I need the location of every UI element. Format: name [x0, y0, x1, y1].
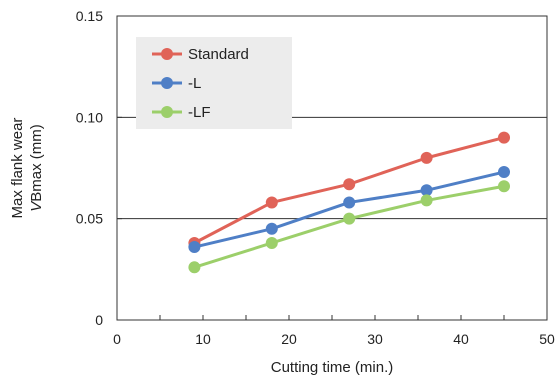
legend: Standard -L -LF: [136, 37, 292, 129]
data-point-0-4: [498, 131, 510, 144]
data-point-2-3: [420, 194, 433, 207]
y-axis-title: Max flank wear VBmax (mm): [9, 118, 45, 219]
data-point-1-1: [265, 222, 278, 235]
data-point-1-2: [343, 196, 356, 209]
data-point-0-2: [343, 178, 356, 191]
x-tick-label: 20: [281, 331, 297, 347]
x-axis-title: Cutting time (min.): [271, 359, 394, 376]
legend-swatch-marker-1: [161, 77, 173, 89]
data-point-2-4: [498, 180, 510, 193]
y-axis-title-line1: Max flank wear: [9, 118, 26, 219]
legend-swatch-marker-2: [161, 106, 173, 118]
data-point-1-4: [498, 166, 510, 179]
data-point-2-0: [188, 261, 201, 274]
legend-label-1: -L: [188, 75, 201, 92]
legend-label-0: Standard: [188, 46, 249, 63]
ticks: 0 0.05 0.10 0.15 0 10 20 30 40 50: [76, 8, 555, 347]
data-point-2-2: [343, 212, 356, 225]
series-line-0: [193, 136, 505, 245]
legend-label-2: -LF: [188, 104, 211, 121]
y-tick-label: 0.05: [76, 211, 103, 227]
x-tick-label: 0: [113, 331, 121, 347]
gridlines: [117, 116, 547, 220]
y-tick-label: 0: [95, 312, 103, 328]
data-point-2-1: [265, 236, 278, 249]
legend-swatch-marker-0: [161, 48, 173, 60]
x-tick-label: 30: [367, 331, 383, 347]
y-tick-label: 0.10: [76, 109, 103, 125]
data-point-0-1: [265, 196, 278, 209]
x-tick-label: 40: [453, 331, 469, 347]
x-tick-label: 10: [195, 331, 211, 347]
y-axis-title-line2: VBmax (mm): [28, 124, 45, 212]
data-point-1-3: [420, 184, 433, 197]
x-tick-label: 50: [539, 331, 555, 347]
series-layer: [188, 131, 510, 274]
data-point-0-3: [420, 151, 433, 164]
data-point-1-0: [188, 241, 201, 254]
y-tick-label: 0.15: [76, 8, 103, 24]
